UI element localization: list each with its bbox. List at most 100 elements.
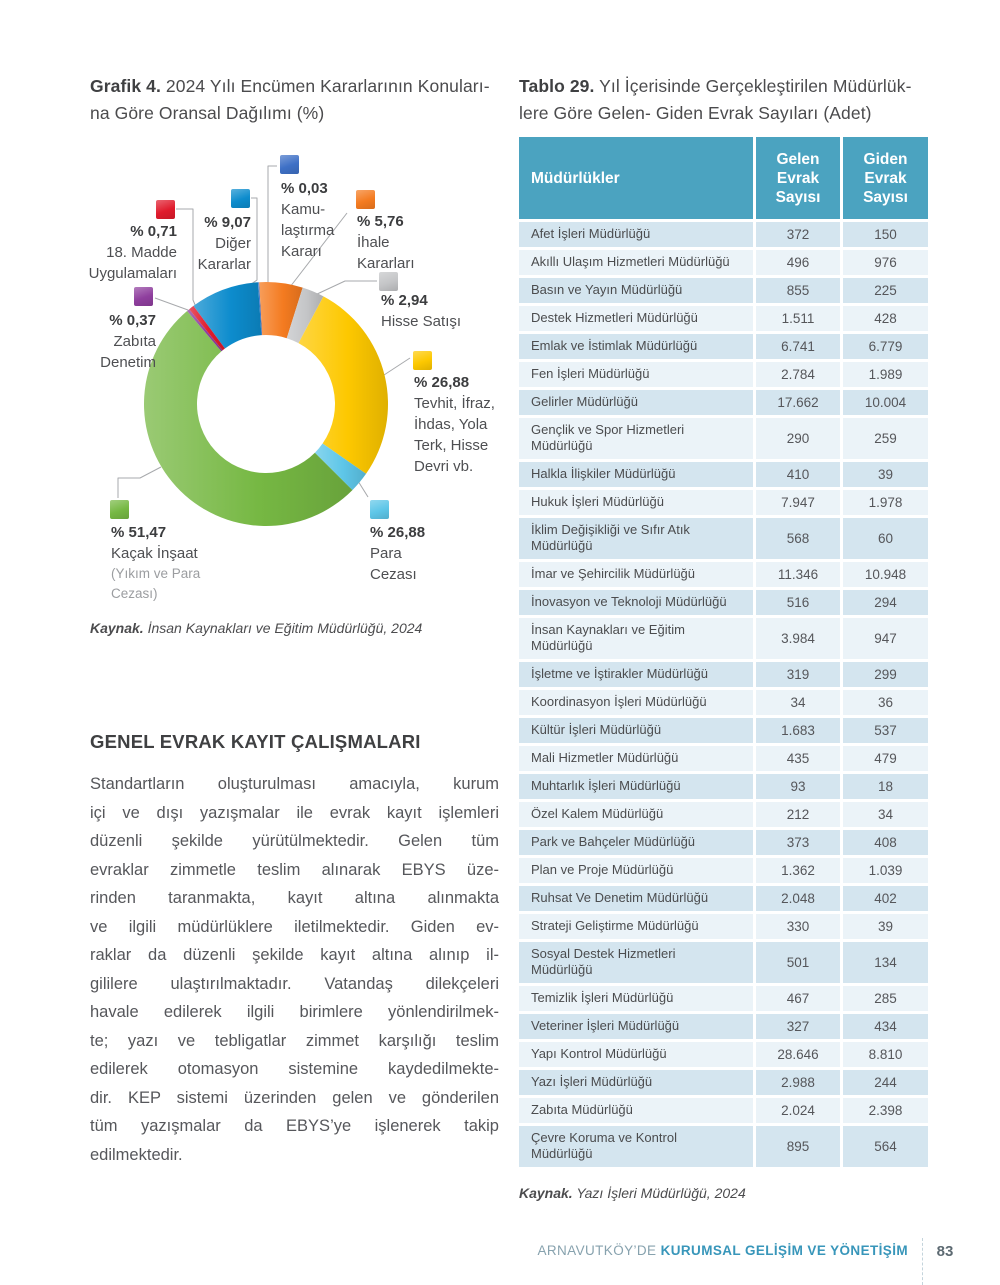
footer-divider [922,1238,923,1285]
paragraph-line: havale edilerek ilgili birimlere yönlend… [90,1003,499,1021]
table-row: Hukuk İşleri Müdürlüğü 7.947 1.978 [519,490,928,515]
donut-slice-para-cezasi [314,443,367,491]
cell-gelen: 435 [756,746,840,771]
table-row: İmar ve Şehircilik Müdürlüğü 11.346 10.948 [519,562,928,587]
cell-gelen: 28.646 [756,1042,840,1067]
paragraph-line: Standartların oluşturulması amacıyla, ku… [90,775,499,793]
cell-giden: 408 [843,830,928,855]
cell-giden: 947 [843,618,928,659]
cell-giden: 1.978 [843,490,928,515]
figure-title-line2: na Göre Oransal Dağılımı (%) [90,103,325,123]
donut-slice-zabita-denetim [187,309,223,352]
table-row: Halkla İlişkiler Müdürlüğü 410 39 [519,462,928,487]
table-source-text: Yazı İşleri Müdürlüğü, 2024 [576,1185,746,1201]
cell-gelen: 1.362 [756,858,840,883]
table-row: Emlak ve İstimlak Müdürlüğü 6.741 6.779 [519,334,928,359]
donut-slice-madde-18 [189,305,225,351]
cell-mudurluk: Basın ve Yayın Müdürlüğü [519,278,753,303]
table-row: Plan ve Proje Müdürlüğü 1.362 1.039 [519,858,928,883]
cell-giden: 8.810 [843,1042,928,1067]
cell-giden: 976 [843,250,928,275]
cell-gelen: 6.741 [756,334,840,359]
slice-label-18-madde: % 0,71 18. Madde Uygulamaları [88,223,177,282]
paragraph-line: te; yazı ve tebligatlar zimmet karşılığı… [90,1031,499,1050]
cell-giden: 39 [843,462,928,487]
cell-gelen: 2.048 [756,886,840,911]
paragraph-line: evraklar zimmetle teslim alınarak EBYS ü… [90,860,499,879]
table-row: Gelirler Müdürlüğü 17.662 10.004 [519,390,928,415]
donut-chart: % 9,07 Diğer Kararlar % 0,03 Kamu- laştı… [88,135,510,635]
cell-gelen: 290 [756,418,840,459]
table-title-prefix: Tablo 29. [519,76,595,96]
cell-giden: 402 [843,886,928,911]
slice-label-tevhit-ifraz: % 26,88 Tevhit, İfraz, İhdas, Yola Terk,… [414,374,495,475]
paragraph-line: içi ve dışı yazışmalar ile evrak kayıt i… [90,803,499,822]
cell-giden: 18 [843,774,928,799]
figure-title: Grafik 4. 2024 Yılı Encümen Kararlarının… [90,73,510,127]
cell-giden: 39 [843,914,928,939]
cell-giden: 285 [843,986,928,1011]
cell-gelen: 373 [756,830,840,855]
table-row: Gençlik ve Spor Hizmetleri Müdürlüğü 290 25… [519,418,928,459]
legend-swatch-zabita-denetim [134,287,153,306]
cell-gelen: 855 [756,278,840,303]
legend-swatch-para-cezasi [370,500,389,519]
cell-gelen: 2.024 [756,1098,840,1123]
cell-giden: 479 [843,746,928,771]
cell-mudurluk: Ruhsat Ve Denetim Müdürlüğü [519,886,753,911]
page-number: 83 [936,1243,954,1260]
figure-source-text: İnsan Kaynakları ve Eğitim Müdürlüğü, 20… [147,620,423,636]
cell-giden: 225 [843,278,928,303]
cell-mudurluk: Temizlik İşleri Müdürlüğü [519,986,753,1011]
cell-gelen: 93 [756,774,840,799]
cell-mudurluk: Emlak ve İstimlak Müdürlüğü [519,334,753,359]
cell-gelen: 11.346 [756,562,840,587]
table-row: Park ve Bahçeler Müdürlüğü 373 408 [519,830,928,855]
cell-mudurluk: İnsan Kaynakları ve Eğitim Müdürlüğü [519,618,753,659]
cell-gelen: 516 [756,590,840,615]
table-row: Koordinasyon İşleri Müdürlüğü 34 36 [519,690,928,715]
slice-label-zabita-denetim: % 0,37 Zabıta Denetim [100,312,156,371]
cell-mudurluk: Kültür İşleri Müdürlüğü [519,718,753,743]
table-source-label: Kaynak. [519,1185,573,1201]
legend-swatch-kamulastirma [280,155,299,174]
table-row: Destek Hizmetleri Müdürlüğü 1.511 428 [519,306,928,331]
cell-mudurluk: Gelirler Müdürlüğü [519,390,753,415]
legend-swatch-hisse-satisi [379,272,398,291]
slice-label-diger-kararlar: % 9,07 Diğer Kararlar [197,214,251,273]
paragraph-line: gililere ulaştırılmaktadır. Vatandaş dil… [90,974,499,993]
figure-source: Kaynak. İnsan Kaynakları ve Eğitim Müdür… [90,620,422,636]
cell-mudurluk: Zabıta Müdürlüğü [519,1098,753,1123]
legend-swatch-kacak-insaat [110,500,129,519]
slice-label-kacak-insaat: % 51,47 Kaçak İnşaat (Yıkım ve Para Ceza… [111,524,201,601]
cell-giden: 2.398 [843,1098,928,1123]
cell-mudurluk: Destek Hizmetleri Müdürlüğü [519,306,753,331]
table-title: Tablo 29. Yıl İçerisinde Gerçekleştirile… [519,73,931,127]
header-gelen-evrak: Gelen Evrak Sayısı [756,137,840,219]
cell-mudurluk: İnovasyon ve Teknoloji Müdürlüğü [519,590,753,615]
cell-mudurluk: Mali Hizmetler Müdürlüğü [519,746,753,771]
table-row: Strateji Geliştirme Müdürlüğü 330 39 [519,914,928,939]
cell-giden: 1.989 [843,362,928,387]
cell-giden: 294 [843,590,928,615]
donut-slice-hisse-satisi [286,287,324,344]
cell-giden: 60 [843,518,928,559]
footer-breadcrumb: ARNAVUTKÖY’DE KURUMSAL GELİŞİM VE YÖNETİ… [537,1243,908,1258]
paragraph-line: edilerek otomasyon sistemine kaydedilmek… [90,1060,499,1078]
legend-swatch-18-madde [156,200,175,219]
cell-gelen: 3.984 [756,618,840,659]
cell-giden: 6.779 [843,334,928,359]
cell-gelen: 2.784 [756,362,840,387]
slice-label-hisse-satisi: % 2,94 Hisse Satışı [381,292,462,330]
header-giden-evrak: Giden Evrak Sayısı [843,137,928,219]
table-row: Fen İşleri Müdürlüğü 2.784 1.989 [519,362,928,387]
paragraph-line: edilmektedir. [90,1145,183,1164]
slice-label-kamulastirma: % 0,03 Kamu- laştırma Kararı [281,180,335,260]
cell-giden: 10.948 [843,562,928,587]
cell-mudurluk: Plan ve Proje Müdürlüğü [519,858,753,883]
cell-mudurluk: Akıllı Ulaşım Hizmetleri Müdürlüğü [519,250,753,275]
leader-lines [117,165,411,498]
cell-giden: 537 [843,718,928,743]
cell-gelen: 2.988 [756,1070,840,1095]
legend-swatch-tevhit-ifraz [413,351,432,370]
